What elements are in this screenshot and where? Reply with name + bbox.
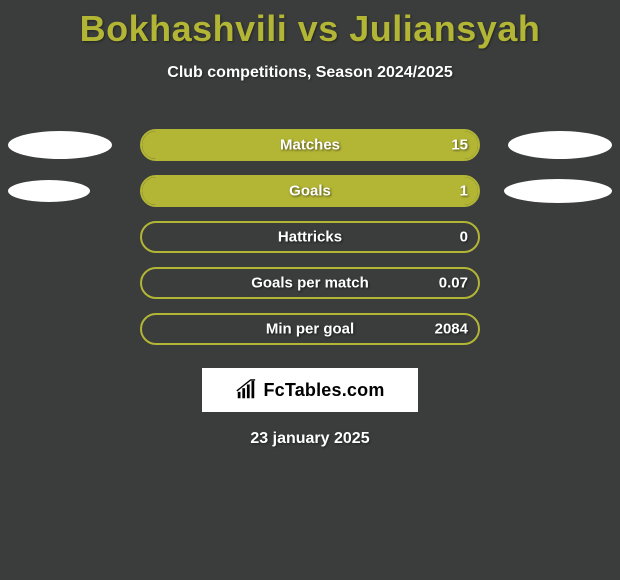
stat-row: Goals1 <box>0 168 620 214</box>
right-ellipse <box>508 131 612 159</box>
page-date: 23 january 2025 <box>0 430 620 448</box>
stat-row: Hattricks0 <box>0 214 620 260</box>
page-subtitle: Club competitions, Season 2024/2025 <box>0 64 620 82</box>
stat-bar: Goals per match0.07 <box>140 267 480 299</box>
bar-chart-icon <box>235 379 257 401</box>
stat-bar-fill <box>142 131 478 159</box>
stat-label: Hattricks <box>142 229 478 246</box>
left-ellipse <box>8 180 90 202</box>
stat-bar: Min per goal2084 <box>140 313 480 345</box>
stat-bar-fill <box>142 177 478 205</box>
stat-bar: Goals1 <box>140 175 480 207</box>
right-ellipse <box>504 179 612 203</box>
stat-value: 0.07 <box>439 275 468 292</box>
stats-rows: Matches15 Goals1 Hattricks0 Goals per match… <box>0 122 620 352</box>
stat-row: Min per goal2084 <box>0 306 620 352</box>
stat-label: Goals per match <box>142 275 478 292</box>
stat-bar: Hattricks0 <box>140 221 480 253</box>
stat-label: Min per goal <box>142 321 478 338</box>
branding-box: FcTables.com <box>202 368 418 412</box>
stat-row: Goals per match0.07 <box>0 260 620 306</box>
stat-row: Matches15 <box>0 122 620 168</box>
left-ellipse <box>8 131 112 159</box>
stat-bar: Matches15 <box>140 129 480 161</box>
page-title: Bokhashvili vs Juliansyah <box>0 0 620 50</box>
stat-value: 2084 <box>435 321 468 338</box>
stat-value: 0 <box>460 229 468 246</box>
branding-text: FcTables.com <box>263 380 384 401</box>
